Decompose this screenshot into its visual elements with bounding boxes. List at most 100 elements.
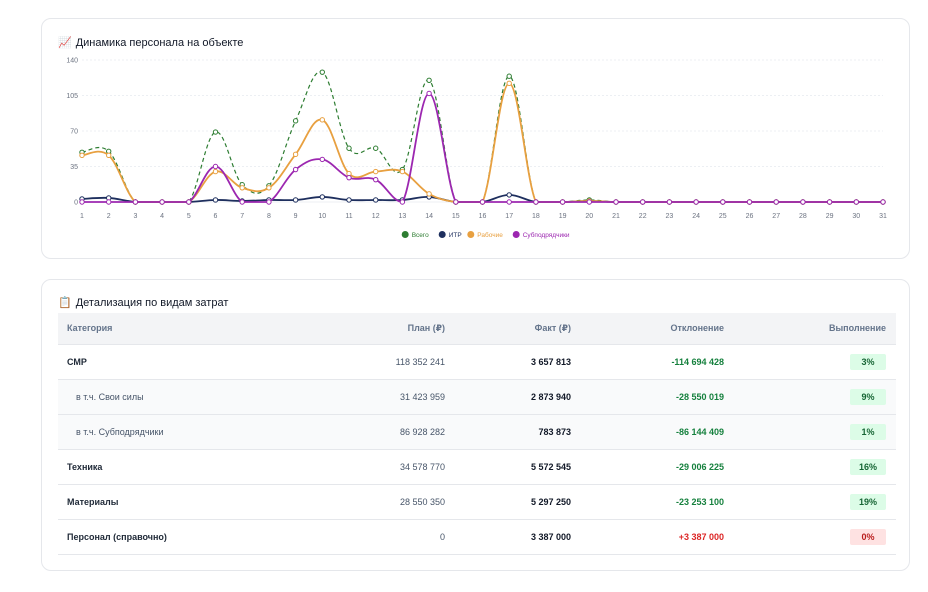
data-point — [559, 199, 566, 205]
legend-marker — [401, 231, 409, 238]
header-deviation[interactable]: Отклонение — [581, 313, 734, 345]
data-point — [346, 197, 352, 203]
table-row: Техника 34 578 770 5 572 545 -29 006 225… — [58, 449, 896, 485]
completion-badge: 19% — [850, 493, 886, 510]
row-fact: 5 297 250 — [455, 484, 581, 520]
data-point — [292, 118, 299, 124]
data-point — [346, 174, 352, 181]
x-tick-label: 20 — [585, 213, 593, 220]
row-completion-cell: 9% — [734, 379, 896, 415]
completion-badge: 9% — [850, 388, 886, 405]
table-row: Материалы 28 550 350 5 297 250 -23 253 1… — [58, 484, 896, 520]
data-point — [106, 152, 112, 159]
data-point — [826, 199, 833, 205]
chart-card-header: 📈 Динамика персонала на объекте — [58, 37, 243, 49]
data-point — [132, 199, 139, 205]
table-card-header: 📋 Детализация по видам затрат — [58, 297, 228, 309]
data-point — [159, 199, 165, 205]
header-category[interactable]: Категория — [58, 313, 311, 345]
row-plan: 118 352 241 — [311, 344, 455, 380]
x-tick-label: 1 — [80, 213, 84, 220]
legend-label: Всего — [412, 232, 429, 239]
x-tick-label: 13 — [399, 213, 407, 220]
row-plan: 0 — [311, 519, 455, 555]
completion-badge: 3% — [850, 353, 886, 370]
x-tick-label: 29 — [826, 213, 834, 220]
data-point — [853, 199, 859, 205]
y-tick-label: 105 — [66, 93, 78, 100]
data-point — [800, 199, 806, 205]
table-card-title: Детализация по видам затрат — [75, 297, 229, 309]
x-tick-label: 11 — [345, 213, 352, 220]
row-category: Материалы — [58, 484, 311, 520]
x-tick-label: 3 — [133, 213, 137, 220]
header-plan[interactable]: План (₽) — [311, 313, 455, 345]
y-tick-label: 0 — [74, 200, 78, 207]
data-point — [506, 199, 512, 205]
row-category: СМР — [58, 344, 311, 380]
y-tick-label: 70 — [70, 129, 78, 136]
row-deviation: -28 550 019 — [581, 379, 734, 415]
x-tick-label: 19 — [559, 213, 567, 220]
data-point — [479, 199, 486, 205]
data-point — [399, 168, 406, 175]
cost-breakdown-card: 📋 Детализация по видам затрат Категория … — [41, 279, 910, 571]
completion-badge: 0% — [850, 528, 886, 545]
row-completion-cell: 3% — [734, 344, 896, 380]
legend-marker — [467, 231, 475, 238]
x-tick-label: 25 — [719, 213, 727, 220]
data-point — [346, 145, 352, 151]
row-deviation: -23 253 100 — [581, 484, 734, 520]
x-tick-label: 8 — [267, 213, 271, 220]
data-point — [399, 199, 406, 205]
row-deviation: -86 144 409 — [581, 414, 734, 450]
clipboard-icon: 📋 — [58, 296, 72, 309]
data-point — [212, 129, 219, 135]
data-point — [426, 191, 432, 197]
completion-badge: 1% — [850, 423, 886, 440]
row-fact: 2 873 940 — [455, 379, 581, 415]
data-point — [453, 199, 459, 205]
x-tick-label: 16 — [479, 213, 487, 220]
data-point — [773, 199, 779, 205]
header-completion[interactable]: Выполнение — [734, 313, 896, 345]
data-point — [319, 156, 325, 163]
x-tick-label: 18 — [532, 213, 540, 220]
row-completion-cell: 1% — [734, 414, 896, 450]
row-deviation: +3 387 000 — [581, 519, 734, 555]
data-point — [212, 168, 219, 175]
data-point — [292, 197, 299, 203]
data-point — [640, 199, 646, 205]
row-fact: 5 572 545 — [455, 449, 581, 485]
row-plan: 28 550 350 — [311, 484, 455, 520]
x-tick-label: 17 — [505, 213, 513, 220]
data-point — [506, 192, 512, 198]
row-plan: 86 928 282 — [311, 414, 455, 450]
data-point — [373, 197, 379, 203]
data-point — [586, 199, 592, 205]
row-plan: 34 578 770 — [311, 449, 455, 485]
x-tick-label: 10 — [318, 213, 326, 220]
data-point — [212, 197, 219, 203]
data-point — [506, 73, 512, 79]
data-point — [106, 199, 112, 205]
data-point — [613, 199, 619, 205]
data-point — [666, 199, 673, 205]
header-fact[interactable]: Факт (₽) — [455, 313, 581, 345]
legend-marker — [512, 231, 520, 238]
y-tick-label: 140 — [66, 58, 78, 65]
x-tick-label: 23 — [666, 213, 674, 220]
table-row: в т.ч. Субподрядчики 86 928 282 783 873 … — [58, 414, 896, 450]
data-point — [266, 199, 272, 205]
x-tick-label: 24 — [692, 213, 700, 220]
data-point — [79, 199, 85, 205]
row-fact: 783 873 — [455, 414, 581, 450]
data-point — [186, 199, 192, 205]
x-tick-label: 7 — [240, 213, 244, 220]
row-category: в т.ч. Свои силы — [58, 379, 311, 415]
row-category: Персонал (справочно) — [58, 519, 311, 555]
x-tick-label: 27 — [772, 213, 780, 220]
x-tick-label: 21 — [612, 213, 620, 220]
x-tick-label: 2 — [107, 213, 111, 220]
